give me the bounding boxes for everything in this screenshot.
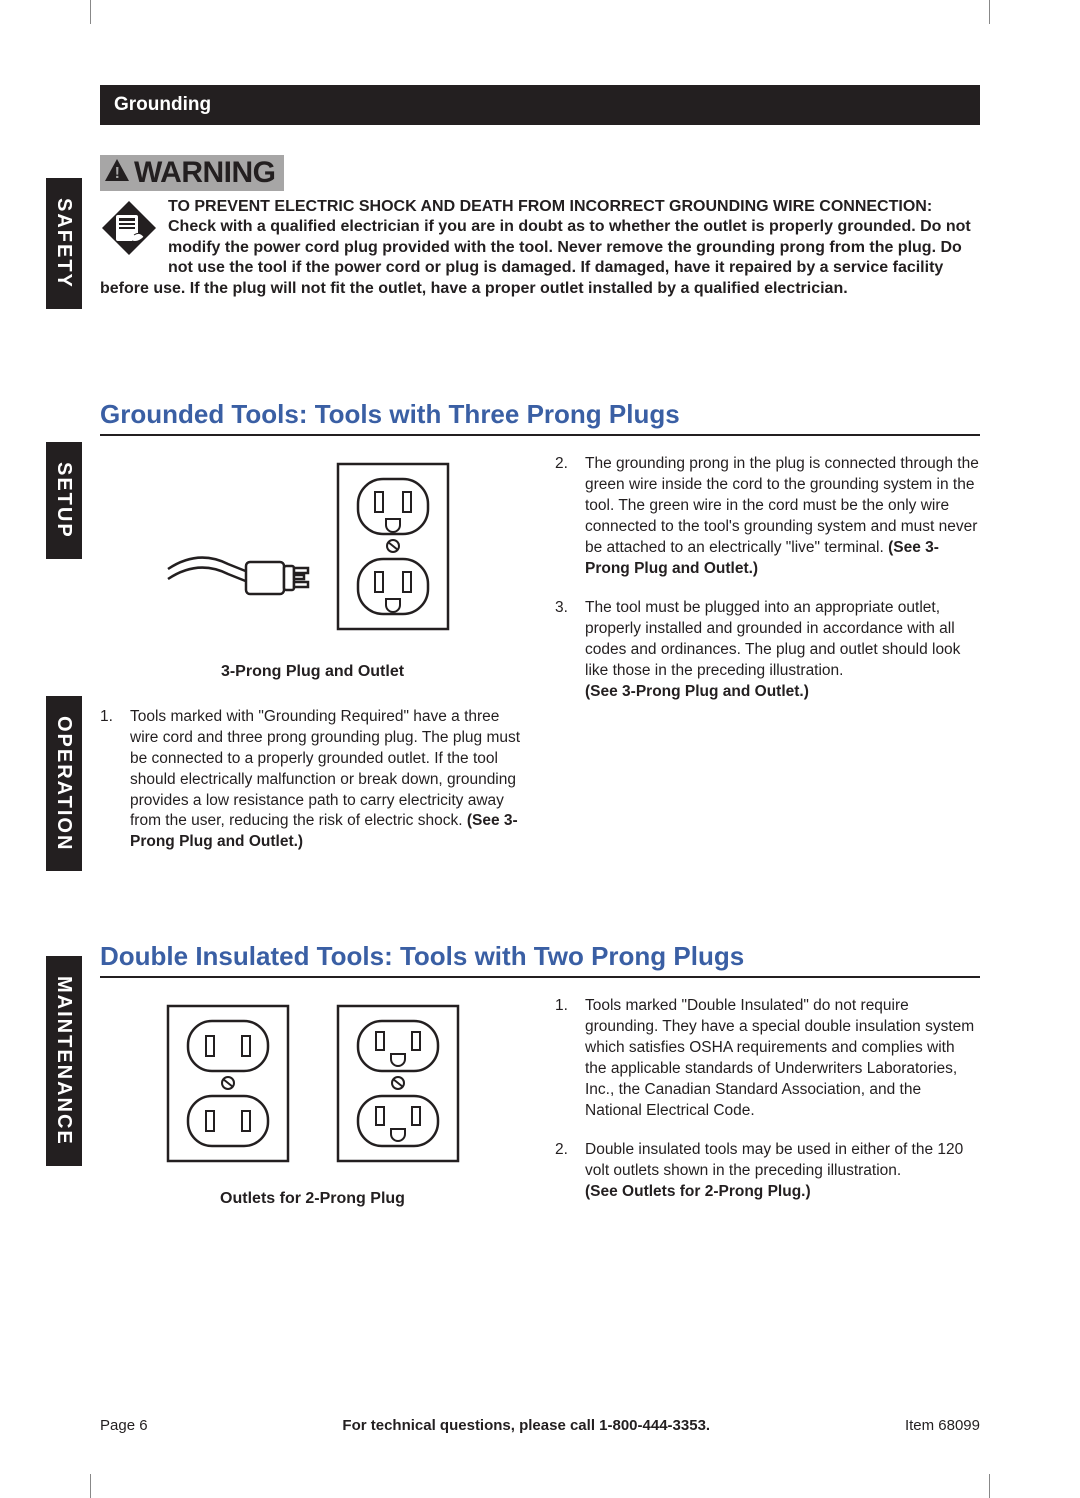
manual-hand-icon xyxy=(100,199,158,263)
two-prong-outlets-icon xyxy=(148,996,478,1171)
section2-list: Tools marked "Double Insulated" do not r… xyxy=(555,996,980,1202)
list-item: The tool must be plugged into an appropr… xyxy=(555,598,980,703)
crop-mark xyxy=(90,0,91,24)
section-title-double-insulated: Double Insulated Tools: Tools with Two P… xyxy=(100,941,980,978)
figure-2prong: Outlets for 2-Prong Plug xyxy=(100,996,525,1210)
footer-item-number: Item 68099 xyxy=(905,1417,980,1434)
warning-label: ! WARNING xyxy=(100,155,284,191)
list-item: Tools marked "Double Insulated" do not r… xyxy=(555,996,980,1122)
list-item: Tools marked with "Grounding Required" h… xyxy=(100,707,525,853)
section-title-grounded: Grounded Tools: Tools with Three Prong P… xyxy=(100,399,980,436)
section1-columns: 3-Prong Plug and Outlet Tools marked wit… xyxy=(100,454,980,871)
side-tab-maintenance: MAINTENANCE xyxy=(46,956,82,1166)
page-footer: Page 6 For technical questions, please c… xyxy=(100,1417,980,1434)
section1-right-col: The grounding prong in the plug is conne… xyxy=(555,454,980,871)
section2-columns: Outlets for 2-Prong Plug Tools marked "D… xyxy=(100,996,980,1220)
warning-body: TO PREVENT ELECTRIC SHOCK AND DEATH FROM… xyxy=(100,197,980,299)
list-item-text: Double insulated tools may be used in ei… xyxy=(585,1141,963,1179)
warning-label-text: WARNING xyxy=(134,156,276,190)
section1-list-left: Tools marked with "Grounding Required" h… xyxy=(100,707,525,853)
side-tab-setup: SETUP xyxy=(46,442,82,559)
list-item: The grounding prong in the plug is conne… xyxy=(555,454,980,580)
section1-left-col: 3-Prong Plug and Outlet Tools marked wit… xyxy=(100,454,525,871)
page-content: Grounding ! WARNING TO PREVENT ELECTRIC … xyxy=(100,85,980,1221)
list-item-bold: (See 3-Prong Plug and Outlet.) xyxy=(585,683,809,700)
warning-label-row: ! WARNING xyxy=(100,155,980,191)
list-item-text: Tools marked "Double Insulated" do not r… xyxy=(585,997,974,1119)
section2-right-col: Tools marked "Double Insulated" do not r… xyxy=(555,996,980,1220)
figure-3prong: 3-Prong Plug and Outlet xyxy=(100,454,525,683)
figure-2prong-caption: Outlets for 2-Prong Plug xyxy=(100,1188,525,1210)
side-tab-operation: OPERATION xyxy=(46,696,82,871)
alert-triangle-icon: ! xyxy=(104,156,130,190)
footer-support-phone: For technical questions, please call 1-8… xyxy=(342,1417,710,1434)
list-item-text: The tool must be plugged into an appropr… xyxy=(585,599,960,679)
section2-left-col: Outlets for 2-Prong Plug xyxy=(100,996,525,1220)
crop-mark xyxy=(989,0,990,24)
crop-mark xyxy=(989,1474,990,1498)
list-item-text: Tools marked with "Grounding Required" h… xyxy=(130,708,520,830)
section-header-band: Grounding xyxy=(100,85,980,125)
warning-body-text: Check with a qualified electrician if yo… xyxy=(100,218,971,296)
crop-mark xyxy=(90,1474,91,1498)
figure-3prong-caption: 3-Prong Plug and Outlet xyxy=(100,661,525,683)
section1-list-right: The grounding prong in the plug is conne… xyxy=(555,454,980,702)
warning-headline: TO PREVENT ELECTRIC SHOCK AND DEATH FROM… xyxy=(168,198,932,215)
list-item: Double insulated tools may be used in ei… xyxy=(555,1140,980,1203)
side-tab-safety: SAFETY xyxy=(46,178,82,309)
three-prong-plug-outlet-icon xyxy=(158,454,468,644)
footer-page-number: Page 6 xyxy=(100,1417,148,1434)
svg-text:!: ! xyxy=(115,165,120,182)
list-item-bold: (See Outlets for 2-Prong Plug.) xyxy=(585,1183,811,1200)
